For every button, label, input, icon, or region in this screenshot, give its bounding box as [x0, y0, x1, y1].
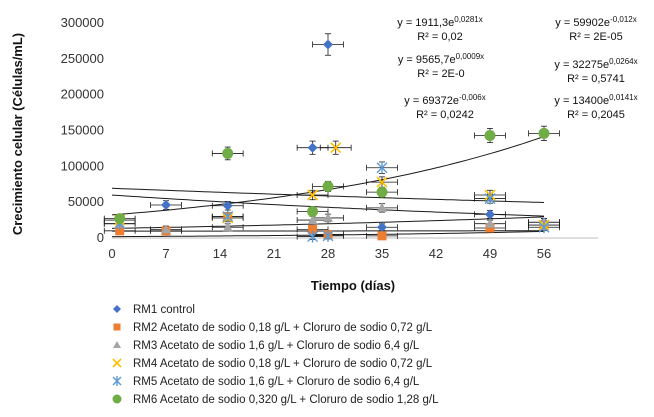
equation-text: y = 69372e-0,006x — [404, 93, 485, 107]
legend-marker-rm1 — [113, 305, 121, 313]
data-point-rm3 — [307, 215, 318, 225]
x-tick-label: 7 — [162, 246, 169, 261]
r-squared-text: R² = 0,2045 — [567, 109, 625, 121]
r-squared-text: R² = 2E-0 — [417, 68, 464, 80]
legend-label-rm4: RM4 Acetato de sodio 0,18 g/L + Cloruro … — [133, 358, 433, 370]
data-point-rm3 — [377, 202, 387, 212]
data-point-rm3 — [323, 212, 333, 222]
data-point-rm6 — [538, 127, 550, 139]
x-axis-title: Tiempo (días) — [311, 278, 395, 293]
y-tick-label: 100000 — [61, 158, 104, 173]
data-point-rm6 — [376, 186, 388, 198]
trendline-equation-rm5: y = 59902e-0,012x R² = 2E-05 — [555, 15, 636, 43]
data-point-rm5 — [307, 230, 319, 243]
x-tick-label: 14 — [213, 246, 227, 261]
data-point-rm5 — [538, 221, 550, 234]
y-axis-title: Crecimiento celular (Células/mL) — [10, 33, 25, 235]
legend-item-rm2: RM2 Acetato de sodio 0,18 g/L + Cloruro … — [113, 322, 433, 334]
trendline-rm6 — [111, 216, 545, 229]
legend-item-rm5: RM5 Acetato de sodio 1,6 g/L + Cloruro d… — [112, 376, 420, 388]
x-tick-label: 35 — [375, 246, 389, 261]
data-points-layer — [114, 39, 550, 243]
data-point-rm6 — [114, 213, 126, 225]
data-point-rm5 — [376, 161, 388, 174]
legend-marker-rm5 — [112, 376, 122, 386]
r-squared-text: R² = 0,5741 — [567, 73, 625, 85]
data-point-rm4-stroke — [330, 142, 342, 154]
legend-marker-rm6 — [112, 394, 122, 404]
trendline-equation-rm4: y = 69372e-0,006x R² = 0,0242 — [404, 93, 485, 121]
data-point-rm3 — [222, 222, 233, 232]
x-tick-label: 21 — [267, 246, 281, 261]
data-point-rm1 — [307, 142, 318, 153]
trendline-equation-rm2: y = 9565,7e0,0009x R² = 2E-0 — [398, 52, 484, 80]
data-point-rm5 — [484, 192, 496, 205]
data-point-rm4 — [376, 176, 388, 188]
data-point-rm1 — [323, 39, 333, 50]
legend-label-rm1: RM1 control — [133, 304, 195, 316]
legend-label-rm2: RM2 Acetato de sodio 0,18 g/L + Cloruro … — [133, 322, 433, 334]
legend: RM1 control RM2 Acetato de sodio 0,18 g/L… — [112, 304, 439, 406]
data-point-rm3 — [161, 224, 171, 234]
equation-text: y = 13400e0,0141x — [554, 93, 637, 107]
legend-marker-rm4 — [112, 358, 122, 368]
x-tick-label: 56 — [537, 246, 551, 261]
data-point-rm1 — [377, 222, 387, 233]
legend-item-rm6: RM6 Acetato de sodio 0,320 g/L + Cloruro… — [112, 394, 439, 406]
x-tick-label: 49 — [483, 246, 497, 261]
data-point-rm4-stroke — [376, 176, 388, 188]
y-tick-label: 50000 — [68, 194, 104, 209]
equation-text: y = 59902e-0,012x — [555, 15, 636, 29]
legend-marker-rm2 — [113, 323, 121, 331]
x-tick-label: 0 — [108, 246, 115, 261]
data-point-rm4-stroke — [307, 189, 319, 201]
trendline-equation-rm1: y = 1911,3e0,0281x R² = 0,02 — [397, 15, 482, 43]
trendline-equation-rm6: y = 13400e0,0141x R² = 0,2045 — [554, 93, 637, 121]
data-point-rm6 — [222, 147, 234, 159]
data-point-rm2 — [308, 224, 318, 234]
legend-item-rm1: RM1 control — [113, 304, 195, 316]
equation-text: y = 32275e0,0264x — [554, 57, 637, 71]
data-point-rm2 — [115, 226, 125, 236]
trendline-equation-rm3: y = 32275e0,0264x R² = 0,5741 — [554, 57, 637, 85]
data-point-rm5 — [322, 229, 334, 242]
data-point-rm2 — [485, 223, 495, 233]
r-squared-text: R² = 0,0242 — [416, 109, 474, 121]
r-squared-text: R² = 2E-05 — [569, 31, 623, 43]
axes-layer: 0 7 14 21 28 35 42 49 56 0 50000 100000 150000 200000… — [61, 15, 598, 261]
data-point-rm4 — [307, 189, 319, 201]
trendline-rm5 — [111, 194, 545, 217]
data-point-rm2 — [377, 231, 387, 241]
legend-marker-rm4-stroke — [112, 358, 122, 368]
data-point-rm1 — [222, 200, 233, 211]
y-tick-label: 0 — [97, 230, 104, 245]
legend-label-rm6: RM6 Acetato de sodio 0,320 g/L + Cloruro… — [133, 394, 439, 406]
x-tick-label: 28 — [321, 246, 335, 261]
equation-text: y = 9565,7e0,0009x — [398, 52, 484, 66]
data-point-rm6 — [307, 205, 319, 217]
equation-text: y = 1911,3e0,0281x — [397, 15, 482, 29]
legend-marker-rm3 — [113, 341, 121, 348]
y-tick-label: 300000 — [61, 15, 104, 30]
y-tick-label: 200000 — [61, 87, 104, 102]
trendline-equations-layer: y = 1911,3e0,0281x R² = 0,02 y = 9565,7e0,… — [397, 15, 637, 121]
data-point-rm6 — [484, 130, 496, 142]
data-point-rm6 — [322, 180, 334, 192]
data-point-rm3 — [485, 218, 495, 228]
data-point-rm5 — [222, 210, 234, 223]
data-point-rm1 — [161, 200, 171, 211]
r-squared-text: R² = 0,02 — [417, 31, 463, 43]
legend-label-rm3: RM3 Acetato de sodio 1,6 g/L + Cloruro d… — [133, 340, 420, 352]
x-tick-label: 42 — [429, 246, 443, 261]
y-tick-label: 250000 — [61, 51, 104, 66]
legend-item-rm4: RM4 Acetato de sodio 0,18 g/L + Cloruro … — [112, 358, 433, 370]
data-point-rm1 — [485, 209, 495, 220]
y-tick-label: 150000 — [61, 123, 104, 138]
data-point-rm4 — [330, 142, 342, 154]
legend-item-rm3: RM3 Acetato de sodio 1,6 g/L + Cloruro d… — [113, 340, 420, 352]
legend-label-rm5: RM5 Acetato de sodio 1,6 g/L + Cloruro d… — [133, 376, 420, 388]
